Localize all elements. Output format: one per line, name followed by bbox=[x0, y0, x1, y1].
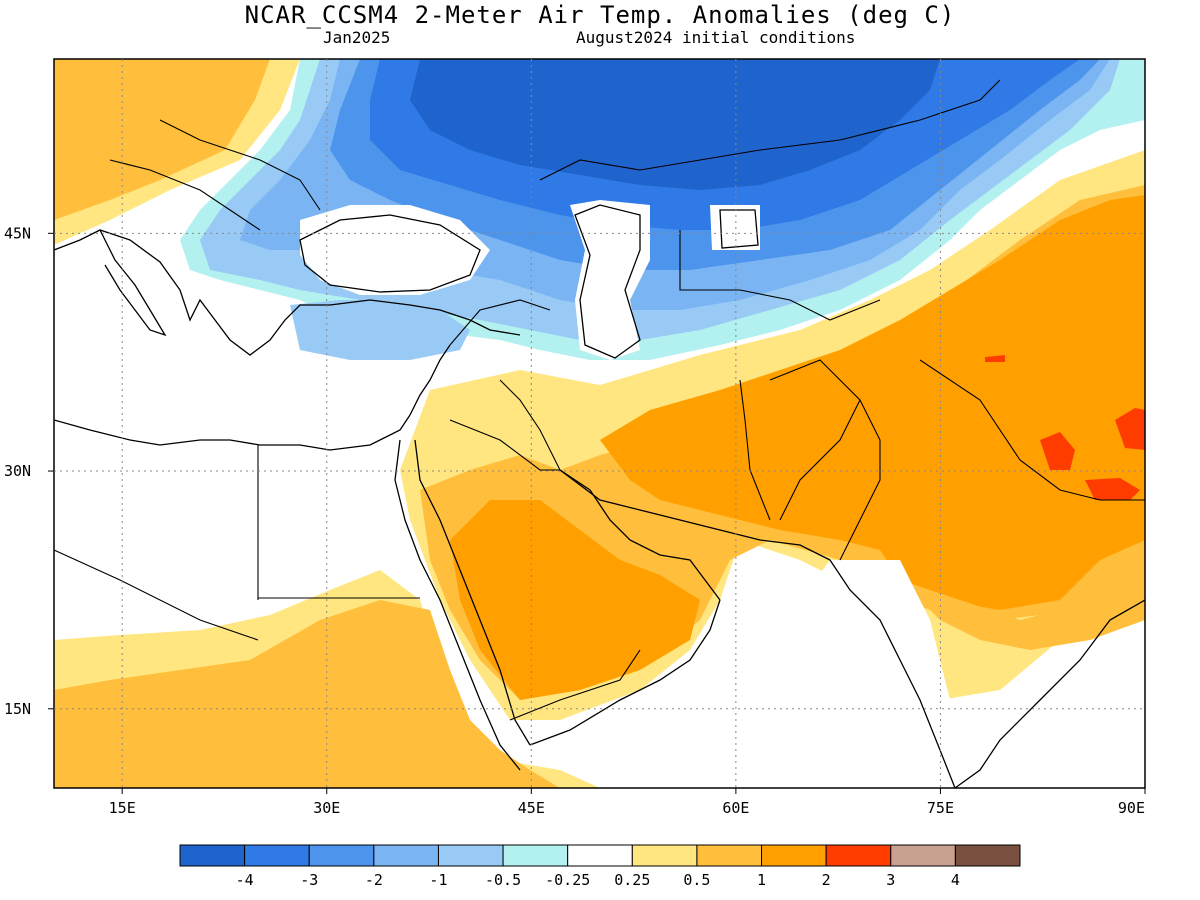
coast-southern-europe bbox=[54, 229, 521, 356]
legend-swatch bbox=[631, 844, 698, 867]
border-libya-chad bbox=[54, 549, 259, 641]
legend-label: -0.5 bbox=[485, 871, 521, 889]
lon-label: 45E bbox=[518, 799, 545, 817]
neutral-india-south bbox=[700, 560, 960, 788]
warm-region-africa bbox=[54, 600, 560, 788]
border-yemen bbox=[509, 649, 641, 721]
neutral-black-sea bbox=[300, 205, 490, 295]
very-hot-spot-tibet-4 bbox=[985, 355, 1005, 362]
legend-swatch bbox=[696, 844, 763, 867]
lat-label: 45N bbox=[4, 224, 31, 242]
coast-arabia-south bbox=[529, 599, 721, 746]
neutral-aral bbox=[710, 205, 760, 250]
map-frame bbox=[53, 58, 1146, 789]
color-legend: -4 -3 -2 -1 -0.5 -0.25 0.25 0.5 1 2 3 4 bbox=[179, 844, 1021, 889]
legend-swatch bbox=[179, 844, 246, 867]
lat-label: 30N bbox=[4, 462, 31, 480]
coast-red-sea-west bbox=[394, 439, 521, 771]
very-hot-spot-tibet-3 bbox=[1115, 408, 1145, 450]
legend-swatch bbox=[308, 844, 375, 867]
legend-swatch bbox=[761, 844, 827, 867]
anomaly-field bbox=[54, 59, 1145, 788]
legend-swatch bbox=[890, 844, 956, 867]
coast-iran-south bbox=[559, 469, 831, 561]
border-kazakhstan bbox=[679, 230, 881, 321]
warm-region-europe-core bbox=[54, 59, 270, 220]
legend-label: 4 bbox=[951, 871, 960, 889]
lat-label: 15N bbox=[4, 700, 31, 718]
legend-label: 0.5 bbox=[683, 871, 710, 889]
legend-label: -0.25 bbox=[545, 871, 590, 889]
coast-india-east bbox=[954, 599, 1145, 788]
legend-swatch bbox=[437, 844, 504, 867]
country-borders bbox=[54, 79, 1145, 721]
legend-label: 2 bbox=[822, 871, 831, 889]
strongest-cold-core bbox=[410, 59, 940, 190]
coast-north-africa bbox=[54, 414, 411, 451]
coast-levant bbox=[409, 344, 451, 416]
graticule bbox=[54, 59, 1145, 788]
coast-black-sea bbox=[299, 214, 481, 293]
lon-label: 60E bbox=[722, 799, 749, 817]
neutral-caspian bbox=[570, 200, 650, 360]
legend-label: -2 bbox=[365, 871, 383, 889]
lon-label: 90E bbox=[1118, 799, 1145, 817]
hot-region-arabia bbox=[450, 500, 700, 700]
legend-swatch bbox=[567, 844, 633, 867]
border-china-india bbox=[919, 359, 1145, 501]
legend-label: 1 bbox=[757, 871, 766, 889]
border-east-europe bbox=[159, 119, 321, 211]
coast-italy bbox=[99, 229, 167, 337]
border-europe-2 bbox=[109, 159, 261, 231]
very-hot-spot-tibet-1 bbox=[1040, 432, 1075, 470]
hot-region-south-asia bbox=[600, 195, 1145, 610]
coast-arabia-west bbox=[414, 439, 531, 746]
legend-label: -1 bbox=[429, 871, 447, 889]
very-hot-spot-tibet-2 bbox=[1085, 478, 1140, 500]
warm-region-india bbox=[900, 580, 1145, 650]
legend-swatch bbox=[244, 844, 310, 867]
legend-swatch bbox=[373, 844, 439, 867]
border-russia-kazakhstan bbox=[539, 79, 1001, 181]
coastlines bbox=[54, 204, 1145, 788]
legend-swatch bbox=[502, 844, 569, 867]
cool-region-anatolia bbox=[290, 300, 470, 360]
axis-ticks: 45N 30N 15N 15E 30E 45E 60E 75E 90E bbox=[4, 224, 1146, 817]
legend-swatch bbox=[825, 844, 892, 867]
initial-conditions: August2024 initial conditions bbox=[576, 28, 856, 47]
legend-label: 3 bbox=[886, 871, 895, 889]
legend-swatch bbox=[954, 844, 1021, 867]
border-iran-iraq bbox=[499, 379, 561, 471]
border-turkey bbox=[449, 299, 551, 346]
border-iran-afghanistan bbox=[739, 379, 771, 521]
lon-label: 30E bbox=[313, 799, 340, 817]
legend-label: -4 bbox=[236, 871, 254, 889]
chart-title: NCAR_CCSM4 2-Meter Air Temp. Anomalies (… bbox=[244, 1, 956, 29]
legend-label: 0.25 bbox=[614, 871, 650, 889]
border-saudi-iraq bbox=[449, 419, 560, 471]
border-pakistan-india bbox=[839, 399, 881, 561]
lon-label: 15E bbox=[109, 799, 136, 817]
border-afghanistan-pakistan bbox=[769, 359, 861, 521]
forecast-month: Jan2025 bbox=[323, 28, 391, 47]
lon-label: 75E bbox=[927, 799, 954, 817]
coast-aral bbox=[719, 209, 759, 249]
coast-caspian bbox=[574, 204, 641, 359]
legend-label: -3 bbox=[300, 871, 318, 889]
